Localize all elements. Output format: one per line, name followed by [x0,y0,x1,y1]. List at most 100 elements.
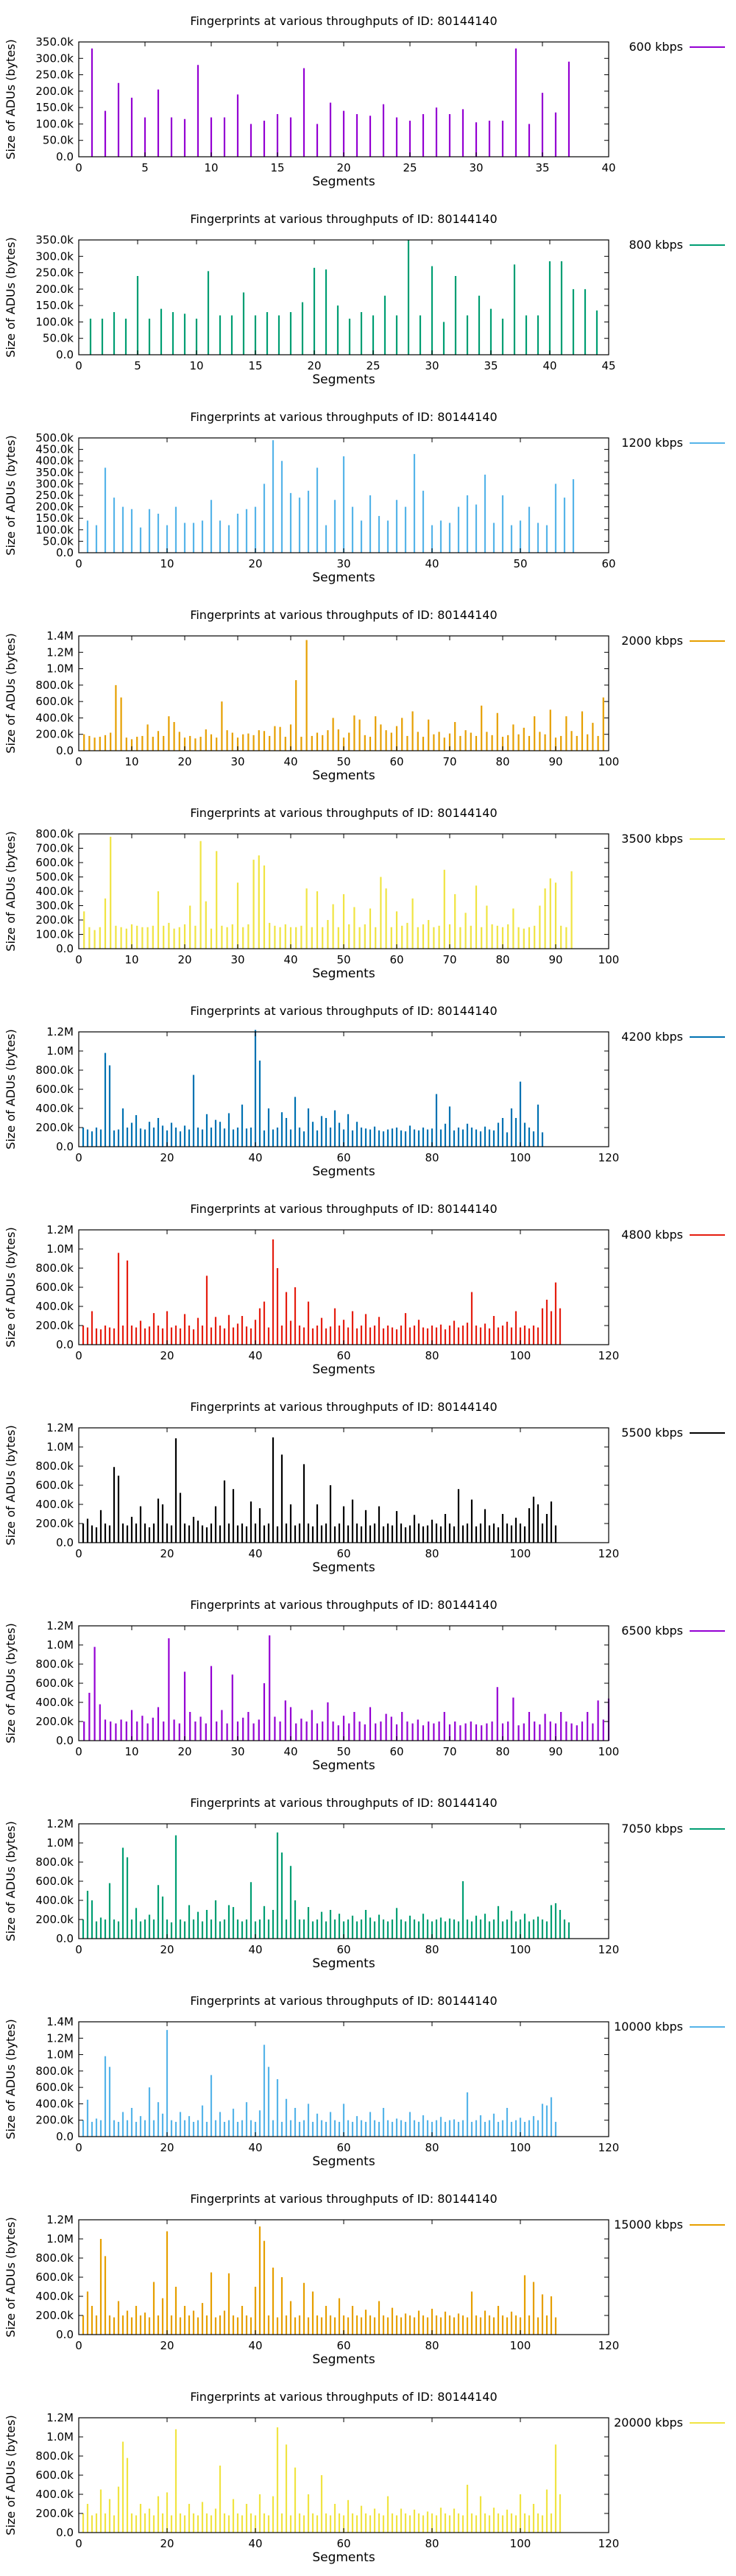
x-tick-label: 0 [75,2141,82,2154]
x-tick-label: 25 [403,161,417,174]
plot-frame [78,239,609,355]
x-tick-label: 40 [283,755,297,768]
chart-title: Fingerprints at various throughputs of I… [190,608,497,622]
x-tick-label: 10 [160,557,174,570]
y-axis-label: Size of ADUs (bytes) [4,1029,18,1149]
chart-title: Fingerprints at various throughputs of I… [190,410,497,424]
x-tick-label: 0 [75,755,82,768]
plot-frame [78,1031,609,1147]
y-tick-label: 800.0k [35,1064,74,1077]
x-tick-label: 50 [336,953,350,966]
x-tick-label: 40 [283,953,297,966]
x-axis-label: Segments [312,2154,375,2169]
y-tick-label: 1.0M [46,1440,74,1454]
y-tick-label: 250.0k [35,266,74,280]
y-axis-label: Size of ADUs (bytes) [4,1821,18,1941]
chart-title: Fingerprints at various throughputs of I… [190,1202,497,1216]
y-tick-label: 0.0 [56,1734,74,1747]
bar-series [91,48,570,157]
legend-label: 4200 kbps [621,1030,683,1044]
y-tick-label: 0.0 [56,2526,74,2539]
x-tick-label: 100 [510,2339,531,2352]
y-tick-label: 1.0M [46,1638,74,1652]
y-tick-label: 1.0M [46,662,74,676]
x-tick-label: 5 [141,161,149,174]
x-tick-label: 100 [510,1349,531,1362]
bar-series [83,1635,610,1741]
x-axis-label: Segments [312,768,375,783]
x-tick-label: 20 [307,359,321,372]
chart-title: Fingerprints at various throughputs of I… [190,1598,497,1612]
y-tick-label: 400.0k [35,1696,74,1709]
x-tick-label: 60 [336,2141,350,2154]
y-tick-label: 100.0k [35,117,74,130]
y-tick-label: 800.0k [35,679,74,692]
y-tick-label: 150.0k [35,101,74,114]
x-tick-label: 80 [425,1151,439,1164]
y-tick-label: 200.0k [35,283,74,296]
bar-series [89,240,598,355]
plot-frame [78,2021,609,2137]
x-tick-label: 30 [230,1745,244,1758]
y-tick-label: 0.0 [56,546,74,559]
y-tick-label: 600.0k [35,2271,74,2284]
x-tick-label: 40 [248,1349,262,1362]
y-tick-label: 1.0M [46,2048,74,2062]
legend-label: 600 kbps [629,40,683,54]
x-tick-label: 60 [336,2339,350,2352]
y-tick-label: 1.0M [46,2430,74,2444]
y-tick-label: 400.0k [35,454,74,467]
x-tick-label: 80 [495,953,509,966]
x-tick-label: 0 [75,1547,82,1560]
y-tick-label: 100.0k [35,928,74,941]
x-axis-label: Segments [312,174,375,189]
y-tick-label: 800.0k [35,1262,74,1275]
x-axis-label: Segments [312,1362,375,1377]
x-axis-label: Segments [312,1956,375,1971]
y-axis-label: Size of ADUs (bytes) [4,1227,18,1347]
x-tick-label: 120 [598,2537,620,2550]
x-tick-label: 100 [510,2141,531,2154]
bar-series [82,1437,557,1543]
chart-title: Fingerprints at various throughputs of I… [190,2192,497,2206]
x-tick-label: 30 [230,755,244,768]
x-tick-label: 80 [425,2141,439,2154]
chart-panel: Fingerprints at various throughputs of I… [4,410,725,585]
chart-panel: Fingerprints at various throughputs of I… [4,2390,725,2565]
y-tick-label: 200.0k [35,2507,74,2520]
legend-label: 5500 kbps [621,1426,683,1440]
x-axis-label: Segments [312,1560,375,1575]
x-tick-label: 0 [75,2537,82,2550]
y-tick-label: 800.0k [35,1855,74,1869]
x-tick-label: 100 [510,1943,531,1956]
chart-panel: Fingerprints at various throughputs of I… [4,1004,725,1179]
y-axis-label: Size of ADUs (bytes) [4,2217,18,2337]
y-tick-label: 200.0k [35,1121,74,1134]
y-tick-label: 400.0k [35,711,74,724]
y-axis-label: Size of ADUs (bytes) [4,1623,18,1743]
y-tick-label: 400.0k [35,1102,74,1115]
y-tick-label: 0.0 [56,1932,74,1945]
plot-frame [78,437,609,553]
y-tick-label: 1.2M [46,1025,74,1038]
x-tick-label: 20 [160,1943,174,1956]
x-tick-label: 60 [336,2537,350,2550]
plot-frame [78,2417,609,2533]
x-tick-label: 60 [389,755,403,768]
y-tick-label: 0.0 [56,1140,74,1153]
legend-label: 4800 kbps [621,1228,683,1242]
x-axis-label: Segments [312,570,375,585]
y-tick-label: 500.0k [35,871,74,884]
x-tick-label: 10 [124,755,138,768]
chart-panel: Fingerprints at various throughputs of I… [4,806,725,981]
x-tick-label: 20 [177,1745,191,1758]
x-axis-label: Segments [312,1758,375,1773]
y-tick-label: 0.0 [56,150,74,163]
x-tick-label: 20 [160,2339,174,2352]
y-tick-label: 200.0k [35,1517,74,1530]
x-tick-label: 0 [75,161,82,174]
x-axis-label: Segments [312,2352,375,2367]
x-tick-label: 120 [598,2141,620,2154]
plot-frame [78,635,609,751]
x-tick-label: 70 [442,953,456,966]
